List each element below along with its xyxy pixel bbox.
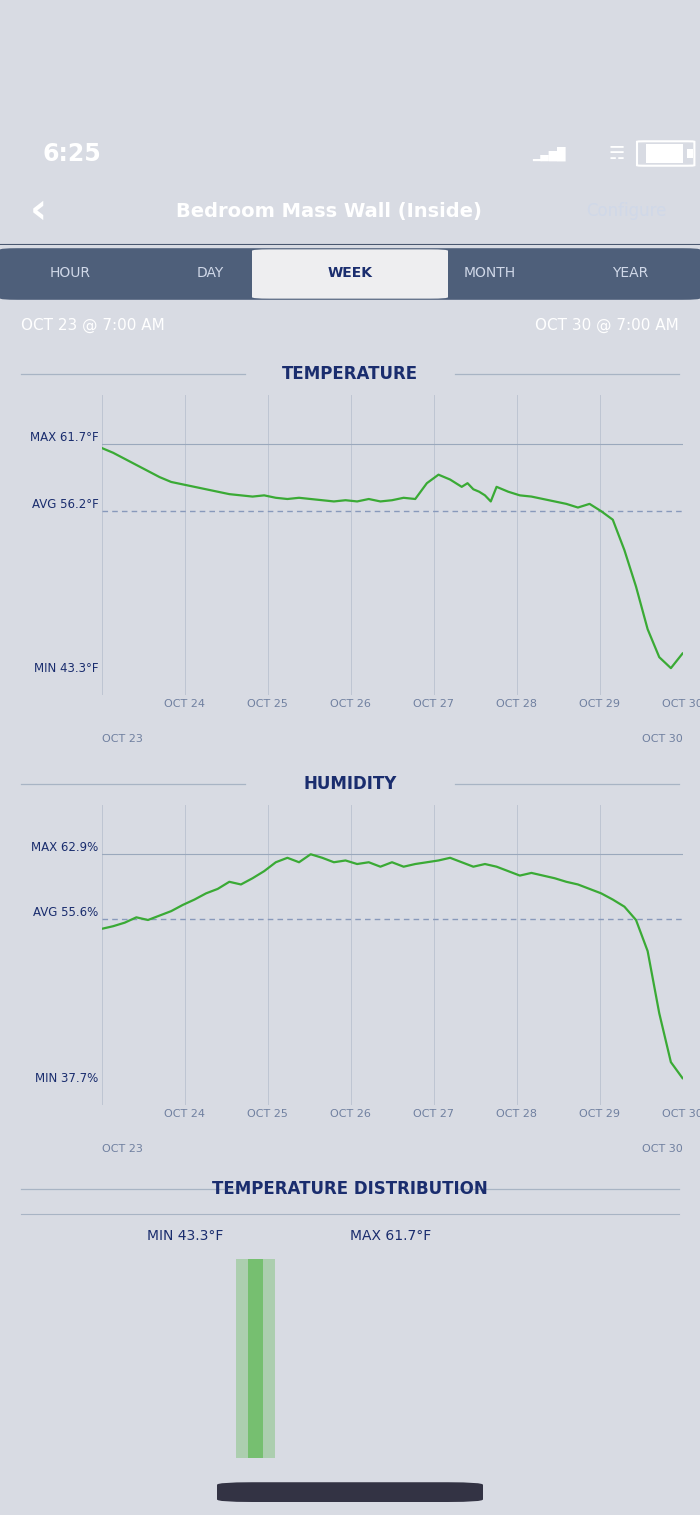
Bar — [248, 1259, 263, 1457]
Text: MIN 43.3°F: MIN 43.3°F — [147, 1229, 223, 1242]
Text: TEMPERATURE: TEMPERATURE — [282, 365, 418, 383]
Text: ▁▃▅▇: ▁▃▅▇ — [532, 147, 566, 161]
Text: ☴: ☴ — [609, 144, 625, 162]
Text: HOUR: HOUR — [50, 265, 90, 280]
Text: Bedroom Mass Wall (Inside): Bedroom Mass Wall (Inside) — [176, 201, 482, 221]
Text: OCT 30: OCT 30 — [642, 1144, 682, 1154]
FancyBboxPatch shape — [0, 248, 700, 300]
Text: MAX 61.7°F: MAX 61.7°F — [30, 432, 99, 444]
Bar — [236, 1259, 274, 1457]
Text: ‹: ‹ — [30, 189, 47, 232]
Text: MAX 61.7°F: MAX 61.7°F — [350, 1229, 431, 1242]
Text: MAX 62.9%: MAX 62.9% — [32, 841, 99, 854]
Text: OCT 23: OCT 23 — [102, 733, 142, 744]
Text: MIN 37.7%: MIN 37.7% — [35, 1071, 99, 1085]
Text: OCT 30 @ 7:00 AM: OCT 30 @ 7:00 AM — [536, 318, 679, 333]
FancyBboxPatch shape — [217, 1482, 483, 1501]
Text: TEMPERATURE DISTRIBUTION: TEMPERATURE DISTRIBUTION — [212, 1180, 488, 1198]
FancyBboxPatch shape — [252, 250, 448, 298]
Text: HUMIDITY: HUMIDITY — [303, 774, 397, 792]
Text: 6:25: 6:25 — [42, 141, 101, 165]
Text: WEEK: WEEK — [328, 265, 372, 280]
Text: MONTH: MONTH — [464, 265, 516, 280]
Text: MIN 43.3°F: MIN 43.3°F — [34, 662, 99, 674]
Text: AVG 55.6%: AVG 55.6% — [34, 906, 99, 920]
Text: AVG 56.2°F: AVG 56.2°F — [32, 498, 99, 511]
Text: DAY: DAY — [197, 265, 223, 280]
Text: Configure: Configure — [587, 201, 666, 220]
Text: OCT 23 @ 7:00 AM: OCT 23 @ 7:00 AM — [21, 318, 164, 333]
Bar — [646, 144, 682, 164]
Bar — [687, 148, 693, 158]
Text: YEAR: YEAR — [612, 265, 648, 280]
Text: OCT 30: OCT 30 — [642, 733, 682, 744]
Text: OCT 23: OCT 23 — [102, 1144, 142, 1154]
